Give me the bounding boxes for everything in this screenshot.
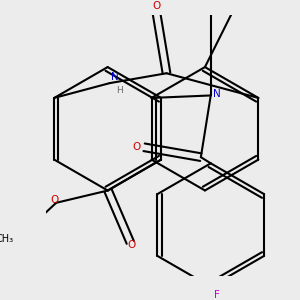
- Text: CH₃: CH₃: [0, 233, 13, 244]
- Text: H: H: [116, 86, 123, 95]
- Text: O: O: [152, 1, 161, 11]
- Text: O: O: [50, 195, 58, 206]
- Text: O: O: [132, 142, 141, 152]
- Text: F: F: [214, 290, 220, 300]
- Text: N: N: [111, 72, 119, 82]
- Text: O: O: [127, 240, 136, 250]
- Text: N: N: [213, 89, 220, 99]
